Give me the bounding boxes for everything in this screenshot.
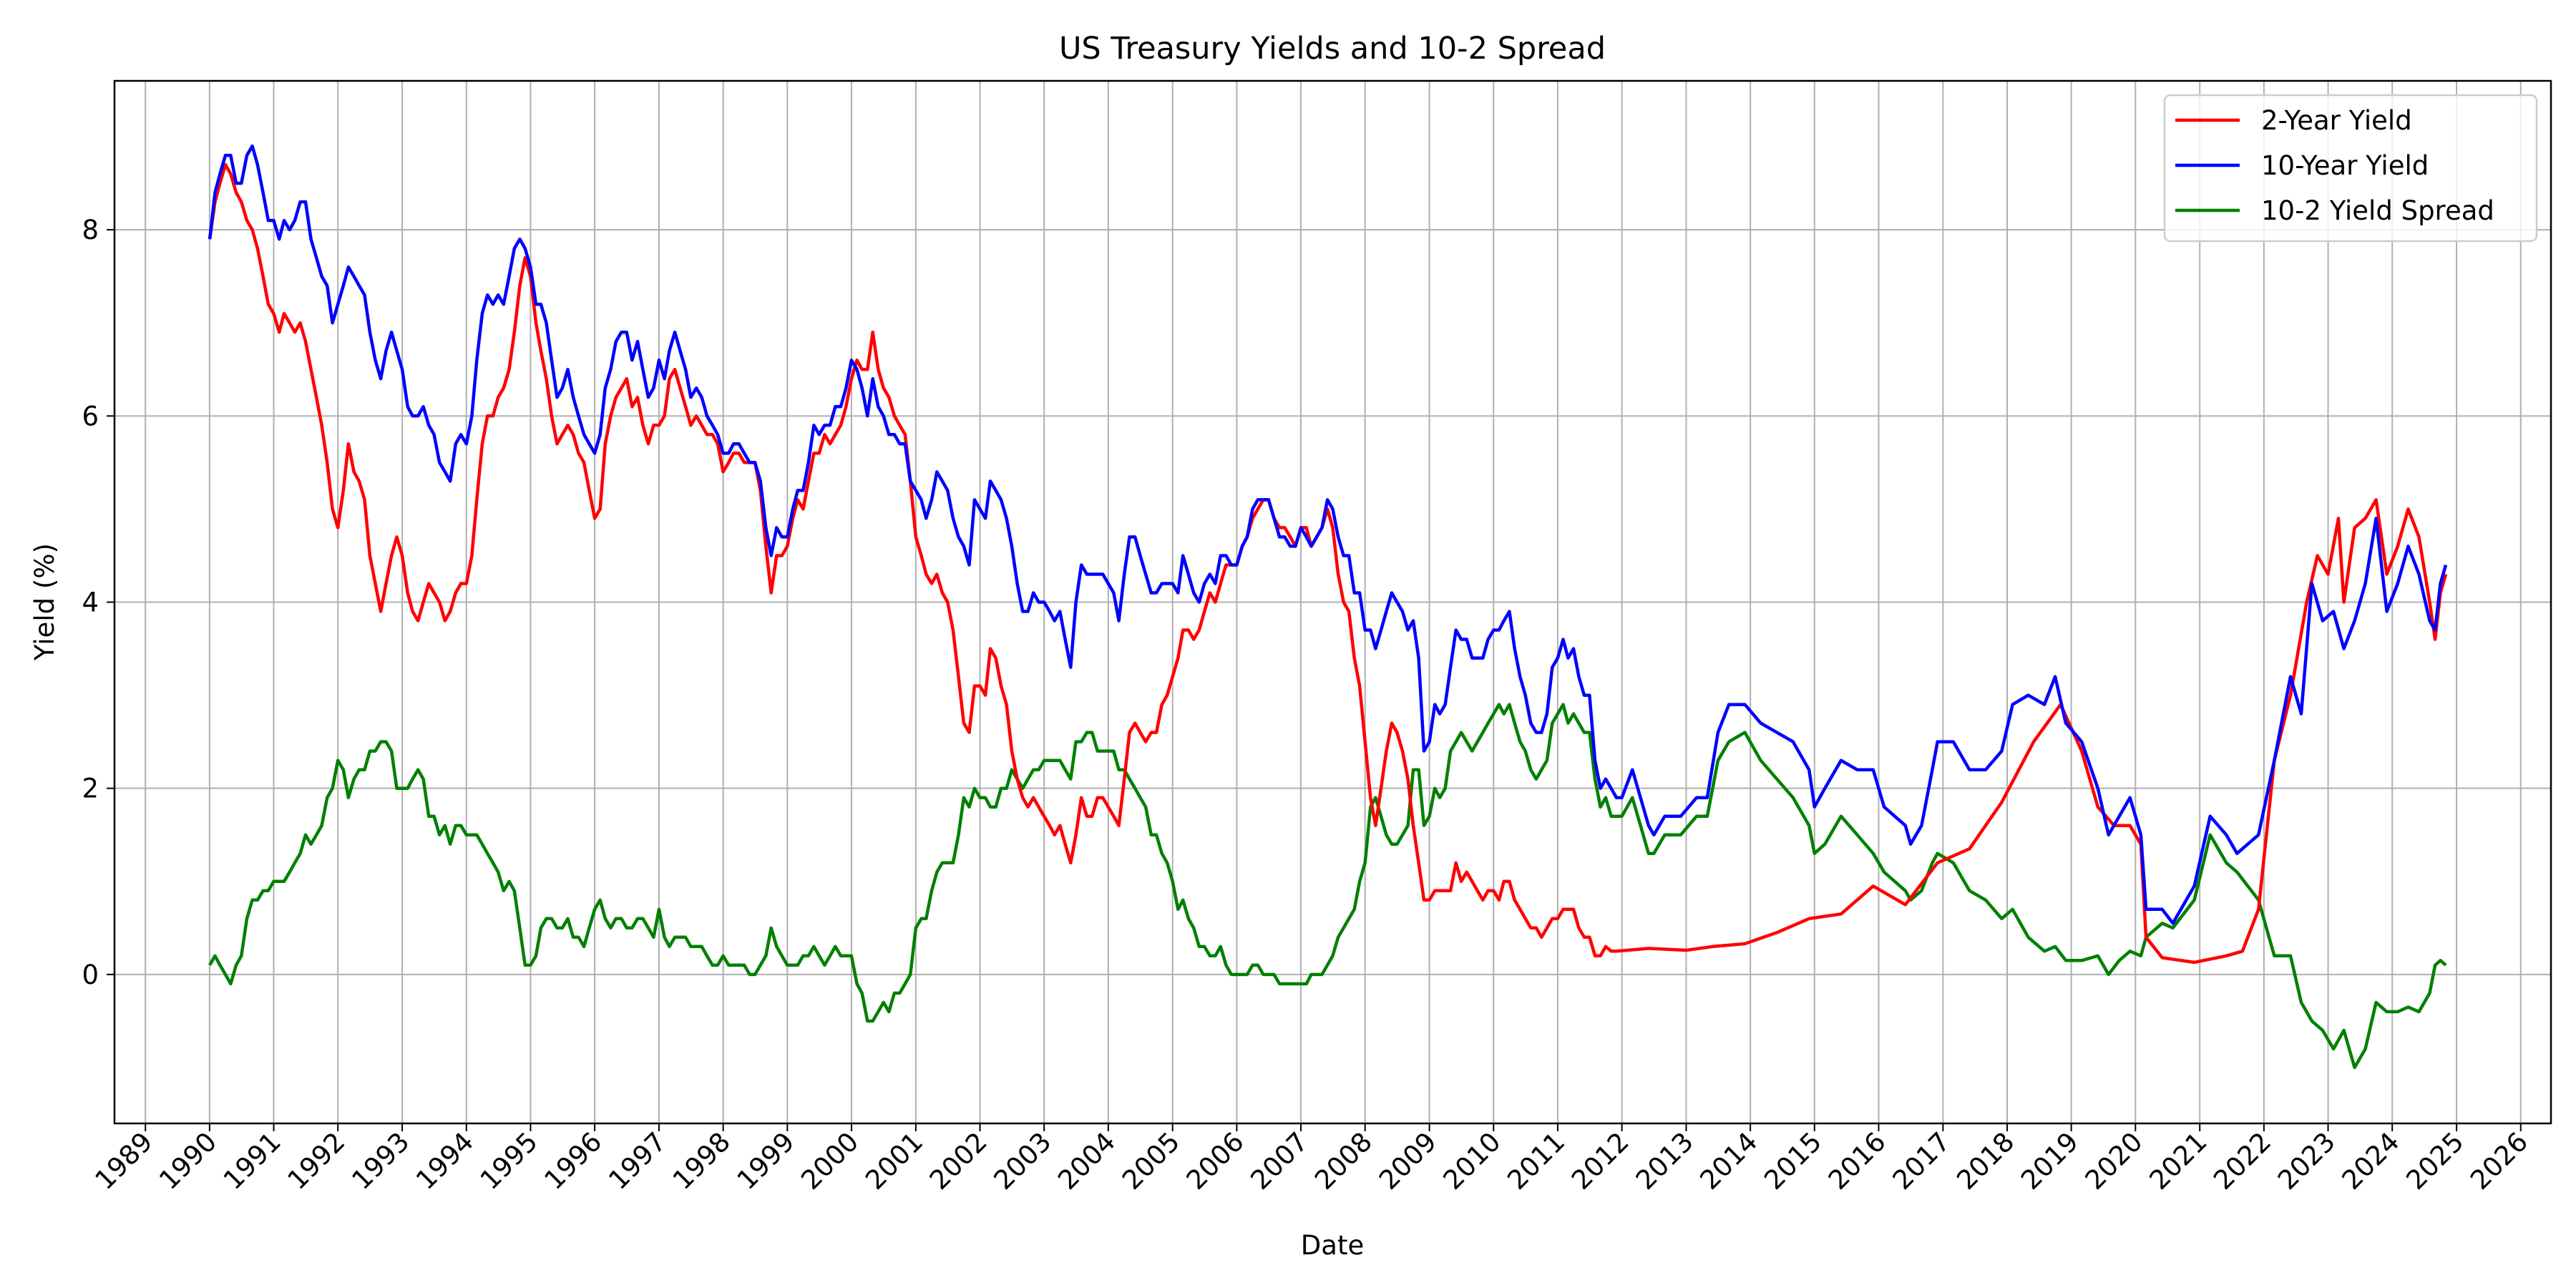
y-tick-label: 6	[82, 401, 99, 431]
line-10-year-yield	[208, 144, 2448, 925]
line-10-2-spread	[208, 703, 2447, 1070]
x-axis-label: Date	[1301, 1230, 1364, 1261]
line-2-year-yield	[208, 162, 2448, 965]
legend-label-2-year: 2-Year Yield	[2261, 105, 2412, 136]
y-tick-label: 0	[82, 960, 99, 990]
chart-title: US Treasury Yields and 10-2 Spread	[1059, 31, 1606, 67]
y-tick-label: 4	[82, 587, 99, 618]
y-tick-label: 2	[82, 774, 99, 804]
series-lines	[208, 144, 2448, 1070]
y-tick-label: 8	[82, 215, 99, 245]
legend-label-spread: 10-2 Yield Spread	[2261, 195, 2494, 226]
legend-label-10-year: 10-Year Yield	[2261, 150, 2429, 181]
y-axis-ticks: 0 2 4 6 8	[82, 215, 114, 990]
legend: 2-Year Yield 10-Year Yield 10-2 Yield Sp…	[2163, 94, 2538, 243]
y-axis-label: Yield (%)	[29, 543, 60, 661]
legend-box	[2163, 94, 2538, 243]
grid	[114, 81, 2551, 1123]
